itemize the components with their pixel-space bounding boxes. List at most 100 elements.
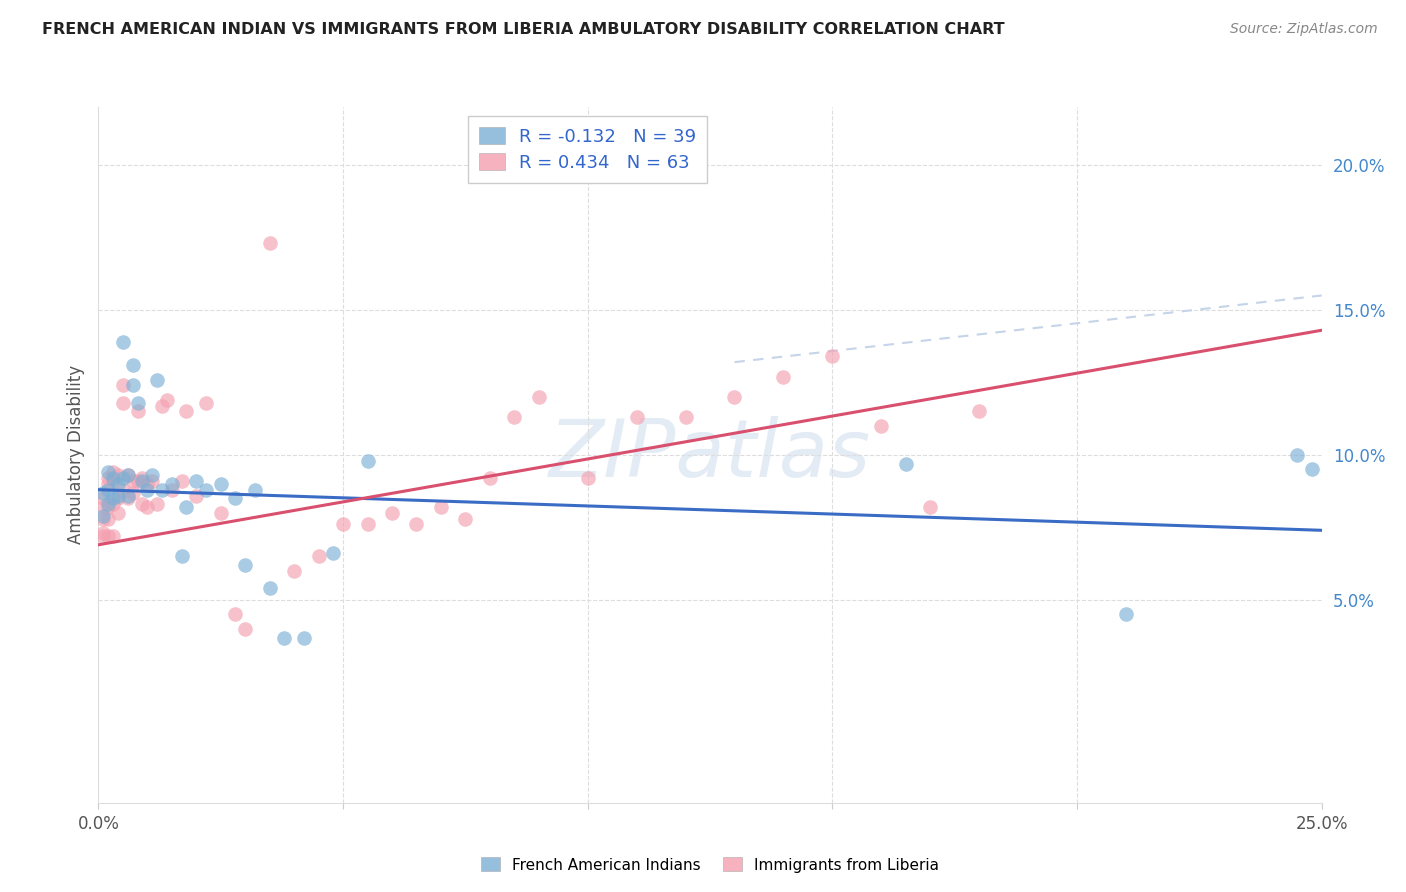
Point [356, 453, 378, 467]
Point [97, 471, 120, 485]
Point [146, 373, 169, 387]
Point [170, 549, 193, 564]
Point [97, 466, 120, 480]
Point [111, 334, 134, 349]
Point [107, 468, 129, 483]
Point [136, 483, 159, 497]
Point [91, 511, 114, 525]
Point [117, 489, 139, 503]
Point [91, 485, 114, 500]
Point [101, 529, 124, 543]
Point [101, 474, 124, 488]
Point [121, 474, 143, 488]
Text: Source: ZipAtlas.com: Source: ZipAtlas.com [1230, 22, 1378, 37]
Point [91, 500, 114, 514]
Point [259, 582, 281, 596]
Point [920, 500, 942, 514]
Point [97, 497, 120, 511]
Point [233, 622, 256, 636]
Point [117, 468, 139, 483]
Point [97, 529, 120, 543]
Point [131, 497, 153, 511]
Point [894, 457, 917, 471]
Point [111, 378, 134, 392]
Point [91, 526, 114, 541]
Point [111, 396, 134, 410]
Point [209, 476, 232, 491]
Point [821, 350, 844, 364]
Point [127, 396, 149, 410]
Point [454, 511, 477, 525]
Point [1286, 448, 1309, 462]
Point [141, 474, 163, 488]
Point [156, 392, 179, 407]
Point [101, 497, 124, 511]
Point [127, 474, 149, 488]
Point [97, 476, 120, 491]
Point [322, 546, 344, 561]
Point [186, 489, 208, 503]
Point [176, 404, 198, 418]
Point [150, 399, 173, 413]
Point [233, 558, 256, 573]
Point [967, 404, 990, 418]
Point [527, 390, 550, 404]
Point [243, 483, 266, 497]
Point [259, 236, 281, 251]
Point [381, 506, 404, 520]
Point [626, 410, 648, 425]
Point [503, 410, 526, 425]
Point [283, 564, 305, 578]
Text: FRENCH AMERICAN INDIAN VS IMMIGRANTS FROM LIBERIA AMBULATORY DISABILITY CORRELAT: FRENCH AMERICAN INDIAN VS IMMIGRANTS FRO… [42, 22, 1005, 37]
Point [150, 483, 173, 497]
Point [101, 491, 124, 506]
Point [91, 508, 114, 523]
Point [224, 491, 246, 506]
Point [136, 476, 159, 491]
Point [121, 358, 143, 372]
Point [356, 517, 378, 532]
Point [870, 419, 893, 434]
Point [131, 474, 153, 488]
Point [332, 517, 354, 532]
Point [101, 466, 124, 480]
Point [675, 410, 697, 425]
Point [308, 549, 330, 564]
Point [209, 506, 232, 520]
Point [111, 483, 134, 497]
Point [170, 474, 193, 488]
Point [121, 378, 143, 392]
Point [224, 607, 246, 622]
Point [292, 631, 315, 645]
Point [107, 476, 129, 491]
Point [141, 468, 163, 483]
Point [107, 506, 129, 520]
Point [97, 483, 120, 497]
Point [405, 517, 427, 532]
Y-axis label: Ambulatory Disability: Ambulatory Disability [66, 366, 84, 544]
Legend: French American Indians, Immigrants from Liberia: French American Indians, Immigrants from… [475, 851, 945, 879]
Point [478, 471, 501, 485]
Point [195, 483, 218, 497]
Point [160, 476, 183, 491]
Point [146, 497, 169, 511]
Point [111, 471, 134, 485]
Point [91, 529, 114, 543]
Point [176, 500, 198, 514]
Point [195, 396, 218, 410]
Point [97, 500, 120, 514]
Point [186, 474, 208, 488]
Point [131, 471, 153, 485]
Point [1301, 462, 1323, 476]
Point [107, 491, 129, 506]
Point [107, 489, 129, 503]
Point [127, 404, 149, 418]
Text: ZIPatlas: ZIPatlas [548, 416, 872, 494]
Point [576, 471, 599, 485]
Point [1115, 607, 1137, 622]
Point [117, 491, 139, 506]
Point [273, 631, 295, 645]
Point [91, 491, 114, 506]
Point [723, 390, 745, 404]
Point [160, 483, 183, 497]
